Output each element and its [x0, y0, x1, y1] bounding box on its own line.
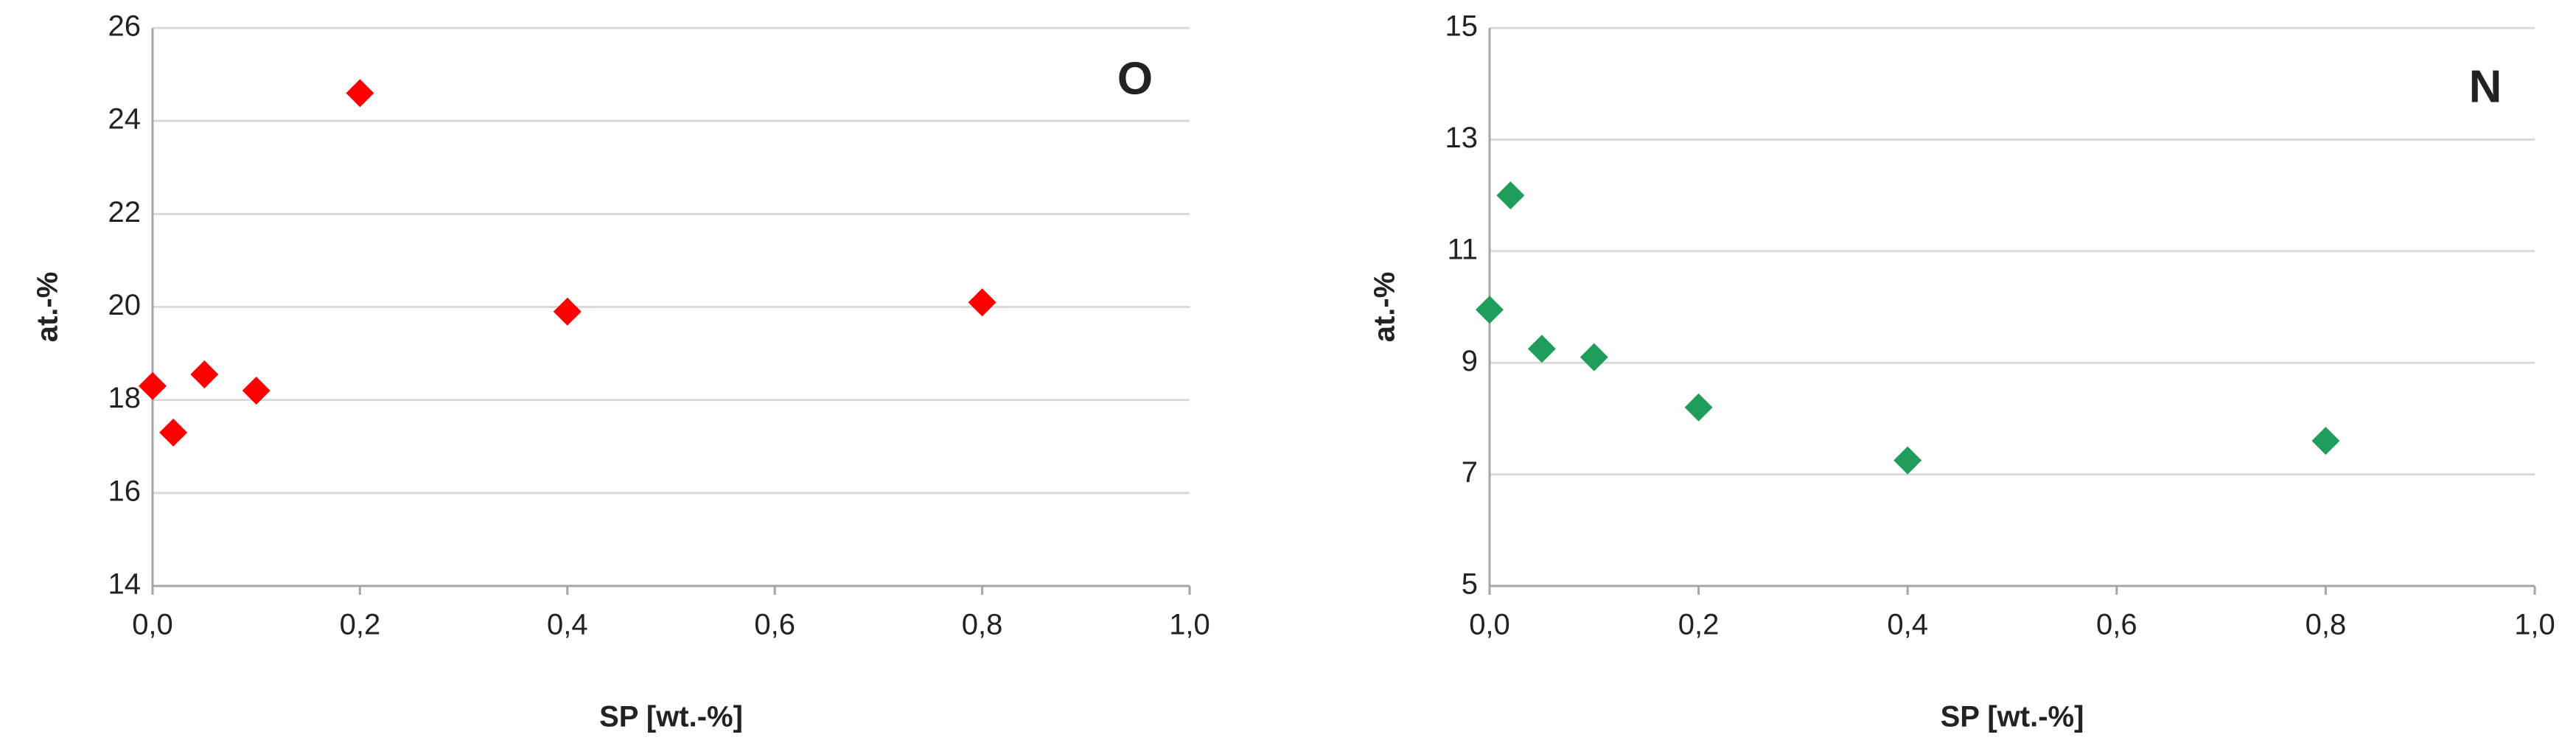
x-axis-title: SP [wt.-%] [599, 701, 743, 733]
x-tick-label: 0,6 [754, 609, 795, 641]
y-tick-label: 16 [108, 475, 142, 507]
x-tick-label: 0,0 [1469, 609, 1510, 641]
x-tick-label: 0,2 [340, 609, 381, 641]
data-point [553, 297, 582, 326]
annotation: O [1117, 53, 1153, 104]
x-tick-label: 0,6 [2096, 609, 2137, 641]
data-point [139, 371, 167, 400]
y-axis-title: at.-% [1369, 272, 1401, 343]
data-point [190, 360, 219, 388]
x-tick-label: 1,0 [2514, 609, 2555, 641]
data-point [346, 79, 374, 108]
x-tick-label: 0,2 [1678, 609, 1720, 641]
y-tick-label: 22 [108, 196, 142, 228]
y-axis-title: at.-% [32, 272, 64, 343]
annotation: N [2469, 61, 2502, 112]
data-point [242, 377, 270, 405]
y-tick-label: 11 [1447, 233, 1478, 265]
x-tick-label: 0,4 [547, 609, 588, 641]
y-tick-label: 18 [108, 382, 142, 414]
data-point [159, 418, 188, 447]
y-tick-label: 5 [1462, 568, 1478, 601]
x-tick-label: 1,0 [1169, 609, 1210, 641]
data-point [1527, 335, 1556, 363]
y-tick-label: 26 [108, 10, 142, 43]
x-tick-label: 0,0 [132, 609, 173, 641]
y-tick-label: 15 [1445, 10, 1479, 43]
y-tick-label: 9 [1462, 345, 1478, 377]
y-tick-label: 7 [1462, 456, 1478, 489]
y-tick-label: 14 [108, 568, 142, 601]
data-point [2311, 427, 2340, 455]
data-point [1580, 343, 1608, 371]
x-axis-title: SP [wt.-%] [1941, 701, 2084, 733]
x-tick-label: 0,8 [2306, 609, 2347, 641]
x-tick-label: 0,8 [962, 609, 1003, 641]
y-tick-label: 20 [108, 289, 142, 321]
data-point [968, 288, 996, 317]
y-tick-label: 24 [108, 103, 142, 136]
data-point [1476, 296, 1504, 324]
y-tick-label: 13 [1445, 122, 1479, 154]
data-point [1496, 181, 1525, 210]
data-point [1893, 446, 1922, 475]
x-tick-label: 0,4 [1887, 609, 1928, 641]
data-point [1684, 393, 1713, 422]
